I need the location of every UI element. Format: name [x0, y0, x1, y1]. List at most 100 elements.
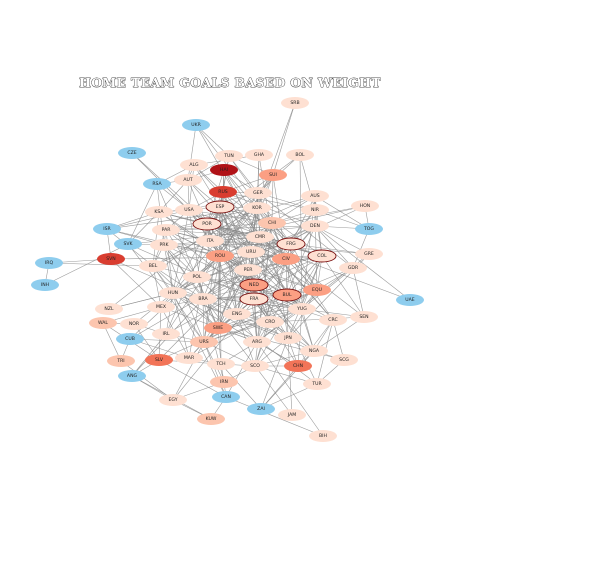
edge-MAR-HUN [172, 292, 190, 359]
node-sco: SCO [241, 360, 269, 372]
edge-UAE-POR [206, 223, 411, 301]
node-shape-aut [174, 174, 202, 186]
node-svn: SVN [97, 253, 125, 265]
node-shape-bul [272, 288, 302, 302]
node-uru: URU [237, 246, 265, 258]
node-label-tri: TRI [116, 358, 124, 364]
node-isr: ISR [93, 223, 121, 235]
node-bel: BEL [139, 260, 167, 272]
node-shape-egy [159, 394, 187, 406]
node-label-inh: INH [41, 282, 49, 288]
node-nga: NGA [300, 345, 328, 357]
node-shape-prk [150, 239, 178, 251]
edge-KSA-BEL [152, 211, 160, 267]
edge-AUS-TOG [314, 195, 370, 230]
edge-HUN-PRK [163, 244, 174, 294]
node-rsa: RSA [143, 178, 171, 190]
node-label-hun: HUN [168, 290, 178, 296]
node-label-tun: TUN [223, 153, 234, 159]
node-label-eng: ENG [232, 311, 242, 317]
edge-POL-ENG [196, 276, 238, 315]
node-shape-per [234, 264, 262, 276]
edge-TRI-WAL [102, 322, 122, 362]
node-cze: CZE [118, 147, 146, 159]
node-label-gha: GHA [254, 152, 265, 158]
node-label-esp: ESP [216, 204, 225, 210]
node-shape-alg [180, 159, 208, 171]
node-nzl: NZL [95, 303, 123, 315]
node-kuw: KUW [197, 413, 225, 425]
node-shape-gdr [339, 262, 367, 274]
node-shape-bol [286, 149, 314, 161]
edge-EQU-FRG [290, 243, 318, 291]
node-rou: ROU [206, 250, 234, 262]
edge-GHA-JPN [258, 154, 289, 339]
edge-JPN-COL [287, 255, 323, 339]
node-gdr: GDR [339, 262, 367, 274]
node-label-yug: YUG [296, 306, 307, 312]
node-label-sco: SCO [250, 363, 260, 369]
node-cmr: CMR [246, 231, 274, 243]
node-chn: CHN [284, 360, 312, 372]
node-label-bih: BIH [319, 433, 327, 439]
node-label-equ: EQU [312, 287, 322, 293]
node-shape-arg [243, 336, 271, 348]
node-shape-inh [31, 279, 59, 291]
node-shape-ger [244, 187, 272, 199]
node-frg: FRG [276, 237, 306, 251]
node-label-swe: SWE [213, 325, 223, 331]
node-shape-ned [239, 278, 269, 292]
edge-PER-ENG [236, 269, 249, 315]
node-aut: AUT [174, 174, 202, 186]
edge-TOG-GDR [352, 228, 370, 269]
node-shape-nor [120, 318, 148, 330]
node-mar: MAR [175, 352, 203, 364]
node-yug: YUG [288, 303, 316, 315]
node-tog: TOG [355, 223, 383, 235]
edge-CRC-CHN [297, 319, 334, 367]
edge-GDR-SEN [352, 267, 365, 318]
node-label-rsa: RSA [152, 181, 162, 187]
node-shape-ita [196, 235, 224, 247]
node-irq: IRQ [35, 257, 63, 269]
node-pol: POL [183, 271, 211, 283]
node-label-bul: BUL [282, 292, 292, 298]
node-bol: BOL [286, 149, 314, 161]
edge-BEL-SWE [152, 265, 219, 329]
edge-CIV-FRA [253, 258, 287, 300]
edge-ROU-BRA [202, 255, 221, 300]
node-shape-aus [301, 190, 329, 202]
node-col: COL [307, 249, 337, 263]
node-shape-irl [152, 328, 180, 340]
node-label-gdr: GDR [348, 265, 359, 271]
node-aus: AUS [301, 190, 329, 202]
node-shape-pol [183, 271, 211, 283]
node-label-nga: NGA [309, 348, 320, 354]
node-label-sui: SUI [269, 172, 277, 178]
node-shape-por [192, 217, 222, 231]
edge-CIV-POR [206, 223, 287, 260]
node-shape-can [212, 391, 240, 403]
edge-DEN-GDR [314, 225, 354, 269]
node-shape-tur [303, 378, 331, 390]
node-shape-cze [118, 147, 146, 159]
node-label-irq: IRQ [45, 260, 54, 266]
node-shape-sen [350, 311, 378, 323]
edge-FRG-AUS [290, 195, 316, 245]
edge-BIH-ARG [256, 341, 324, 437]
node-label-slv: SLV [155, 357, 164, 363]
node-irl: IRL [152, 328, 180, 340]
node-label-gre: GRE [364, 251, 374, 257]
node-label-nor: NOR [129, 321, 140, 327]
node-rus: RUS [209, 186, 237, 198]
node-shape-yug [288, 303, 316, 315]
node-label-chn: CHN [293, 363, 303, 369]
edge-JAM-JPN [287, 337, 293, 416]
node-shape-ukr [182, 119, 210, 131]
edge-URS-BRA [202, 298, 205, 343]
node-shape-zai [247, 403, 275, 415]
node-shape-uae [396, 294, 424, 306]
node-shape-wal [89, 317, 117, 329]
edge-IRQ-BEL [48, 262, 154, 267]
